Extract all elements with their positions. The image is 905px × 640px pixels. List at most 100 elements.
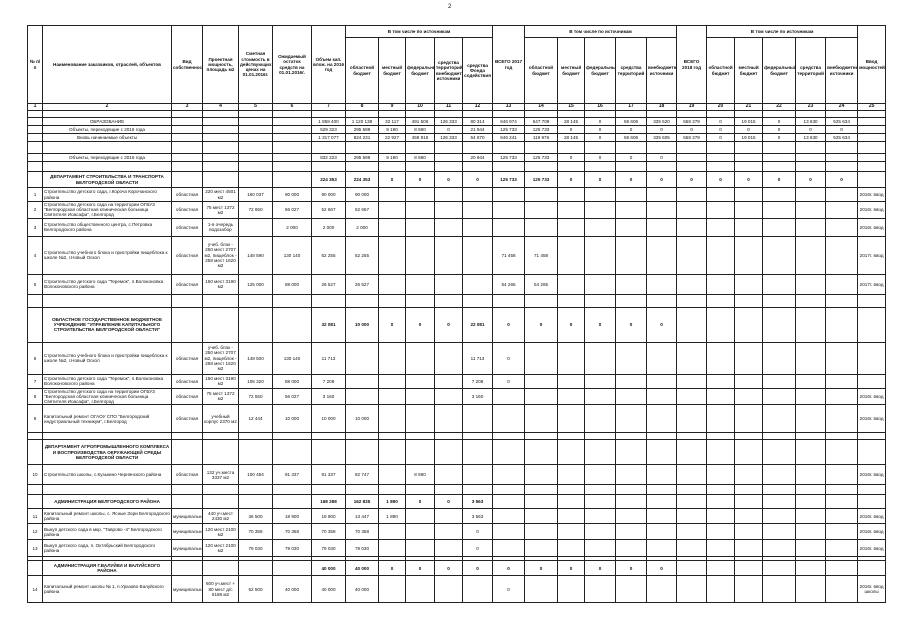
- cell-col-15: [557, 439, 586, 466]
- cell-col-24: [825, 187, 859, 202]
- cell-col-22: 0: [762, 171, 797, 188]
- cell-col-21: [734, 201, 764, 219]
- cell-col-9: [378, 235, 406, 275]
- cell-col-13: 0: [492, 373, 526, 389]
- spacer-row: [27, 293, 887, 308]
- cell-col-18: 335 605: [646, 133, 678, 142]
- cell-col-10: [405, 187, 435, 202]
- cell-col-8: [345, 432, 379, 441]
- cell-col-17: [615, 387, 648, 406]
- cell-col-16: 0: [584, 171, 617, 188]
- cell-col-21: [734, 575, 764, 604]
- row-name: Вновь начинаемые объекты: [42, 133, 172, 142]
- cell-col-9: [378, 464, 406, 486]
- cell-col-21: [734, 217, 764, 237]
- cell-col-5: [238, 439, 273, 466]
- spacer-row: [27, 432, 887, 441]
- cell-col-13: 71 458: [492, 235, 526, 275]
- cell-col-23: [795, 575, 827, 604]
- row-number: 6: [27, 341, 43, 375]
- cell-col-10: [405, 141, 435, 154]
- cell-col-10: [405, 217, 435, 237]
- cell-col-21: [734, 187, 764, 202]
- cell-col-20: [706, 217, 736, 237]
- column-number: 13: [492, 103, 526, 111]
- cell-col-19: [676, 341, 708, 375]
- cell-col-12: 20 944: [461, 153, 494, 162]
- cell-col-7: 18 900: [311, 508, 346, 525]
- cell-col-12: [461, 439, 494, 466]
- cell-col-11: [434, 387, 463, 406]
- cell-col-13: 646 241: [492, 133, 526, 142]
- row-number: [27, 141, 43, 154]
- cell-col-18: [646, 404, 678, 434]
- cell-col-18: [646, 539, 678, 558]
- cell-col-3: областная: [171, 217, 203, 237]
- cell-col-4: [202, 293, 239, 308]
- cell-col-5: [238, 171, 273, 188]
- cell-col-18: [646, 293, 678, 308]
- cell-col-12: [461, 273, 494, 295]
- cell-col-20: [706, 404, 736, 434]
- cell-col-20: 0: [706, 133, 736, 142]
- cell-col-25: [857, 141, 887, 154]
- cell-col-21: 19 015: [734, 117, 764, 126]
- cell-col-8: 82 747: [345, 464, 379, 486]
- cell-col-6: [272, 171, 312, 188]
- cell-col-13: [492, 201, 526, 219]
- cell-col-20: [706, 575, 736, 604]
- cell-col-19: 0: [676, 171, 708, 188]
- subheader-g3-0: областной бюджет: [706, 37, 736, 104]
- cell-col-3: областная: [171, 464, 203, 486]
- cell-col-24: [825, 153, 859, 162]
- cell-col-17: [615, 508, 648, 525]
- cell-col-23: [795, 539, 827, 558]
- cell-col-4: 120 мест 2100 м2: [202, 539, 239, 558]
- cell-col-5: 52 500: [238, 575, 273, 604]
- cell-col-23: [795, 235, 827, 275]
- cell-col-7: 832 223: [311, 153, 346, 162]
- cell-col-25: 2016г. ввод: [857, 523, 887, 541]
- cell-col-6: [272, 161, 312, 172]
- cell-col-20: [706, 201, 736, 219]
- row-number: 11: [27, 508, 43, 525]
- cell-col-18: [646, 341, 678, 375]
- cell-col-6: [272, 439, 312, 466]
- cell-col-25: [857, 432, 887, 441]
- cell-col-11: [434, 575, 463, 604]
- cell-col-6: 18 900: [272, 508, 312, 525]
- cell-col-5: 100 454: [238, 464, 273, 486]
- cell-col-24: [825, 217, 859, 237]
- cell-col-4: 440 уч.мест 2430 м2: [202, 508, 239, 525]
- cell-col-5: [238, 141, 273, 154]
- cell-col-10: [405, 110, 435, 118]
- cell-col-19: [676, 387, 708, 406]
- cell-col-17: 0: [615, 306, 648, 343]
- cell-col-17: 59 606: [615, 133, 648, 142]
- cell-col-20: [706, 373, 736, 389]
- cell-col-24: [825, 161, 859, 172]
- cell-col-23: [795, 464, 827, 486]
- cell-col-12: [461, 293, 494, 308]
- cell-col-11: [434, 439, 463, 466]
- cell-col-22: [762, 153, 797, 162]
- cell-col-9: [378, 187, 406, 202]
- cell-col-23: [795, 273, 827, 295]
- cell-col-5: [238, 560, 273, 577]
- cell-col-25: [857, 133, 887, 142]
- cell-col-17: [615, 539, 648, 558]
- cell-col-19: [676, 539, 708, 558]
- cell-col-16: 0: [584, 306, 617, 343]
- cell-col-6: 10 000: [272, 404, 312, 434]
- page-number: 2: [448, 4, 452, 10]
- cell-col-13: [492, 494, 526, 510]
- row-name: [42, 141, 172, 154]
- cell-col-13: [492, 539, 526, 558]
- cell-col-11: 0: [434, 125, 463, 134]
- cell-col-5: 160 037: [238, 187, 273, 202]
- cell-col-13: [492, 141, 526, 154]
- cell-col-22: [762, 575, 797, 604]
- cell-col-16: 0: [584, 560, 617, 577]
- cell-col-16: 0: [584, 117, 617, 126]
- cell-col-23: [795, 560, 827, 577]
